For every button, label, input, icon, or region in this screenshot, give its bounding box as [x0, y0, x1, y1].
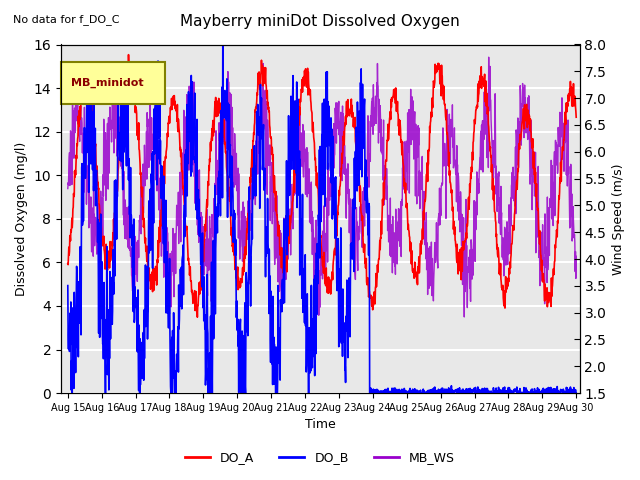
Y-axis label: Dissolved Oxygen (mg/l): Dissolved Oxygen (mg/l) [15, 142, 28, 296]
Y-axis label: Wind Speed (m/s): Wind Speed (m/s) [612, 163, 625, 275]
Legend: DO_A, DO_B, MB_WS: DO_A, DO_B, MB_WS [180, 446, 460, 469]
Text: Mayberry miniDot Dissolved Oxygen: Mayberry miniDot Dissolved Oxygen [180, 14, 460, 29]
Text: No data for f_DO_C: No data for f_DO_C [13, 14, 119, 25]
FancyBboxPatch shape [61, 62, 164, 104]
X-axis label: Time: Time [305, 419, 336, 432]
Text: MB_minidot: MB_minidot [72, 78, 144, 88]
